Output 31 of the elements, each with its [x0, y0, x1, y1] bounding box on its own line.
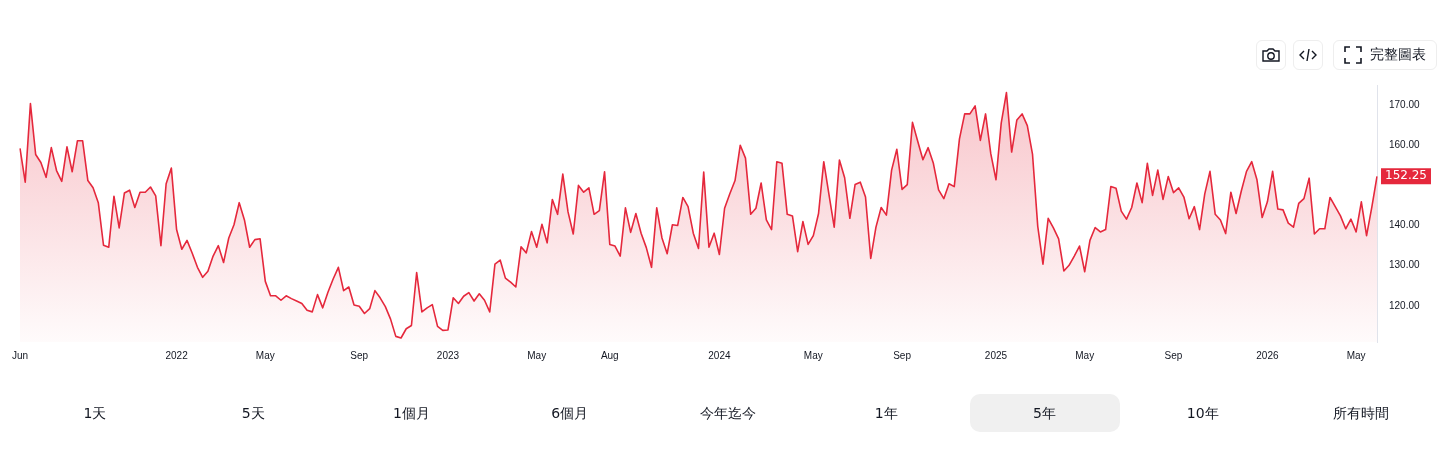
y-tick-label: 170.00: [1389, 98, 1421, 110]
x-tick-label: May: [1075, 349, 1095, 361]
x-tick-label: Sep: [350, 349, 369, 361]
x-tick-label: Sep: [893, 349, 912, 361]
x-tick-label: 2022: [165, 349, 189, 361]
x-tick-label: Aug: [600, 349, 619, 361]
x-tick-label: May: [1346, 349, 1366, 361]
text: 所有時間: [1332, 404, 1390, 423]
y-tick-label: 130.00: [1389, 259, 1421, 271]
x-tick-label: 2024: [708, 349, 731, 361]
x-tick-label: Jun: [11, 349, 29, 361]
y-tick-label: 140.00: [1389, 219, 1421, 231]
x-tick-label: 2026: [1256, 349, 1279, 361]
x-tick-label: Sep: [1164, 349, 1183, 361]
text: 1天: [82, 404, 108, 423]
y-tick-label: 160.00: [1389, 138, 1421, 150]
x-tick-label: May: [527, 349, 547, 361]
text: 5天: [240, 404, 266, 423]
text: 5年: [969, 394, 1120, 432]
data-label: 152.25: [1385, 168, 1427, 183]
text: 6個月: [550, 404, 590, 423]
x-tick-label: 2023: [436, 349, 460, 361]
text: 今年迄今: [699, 404, 757, 423]
text: 1年: [873, 404, 899, 423]
x-tick-label: 2025: [984, 349, 1008, 361]
x-tick-label: May: [803, 349, 823, 361]
text: 完整圖表: [1370, 46, 1426, 64]
text: 10年: [1185, 404, 1220, 423]
x-tick-label: May: [255, 349, 275, 361]
text: 1個月: [392, 404, 431, 423]
y-tick-label: 120.00: [1389, 299, 1421, 311]
